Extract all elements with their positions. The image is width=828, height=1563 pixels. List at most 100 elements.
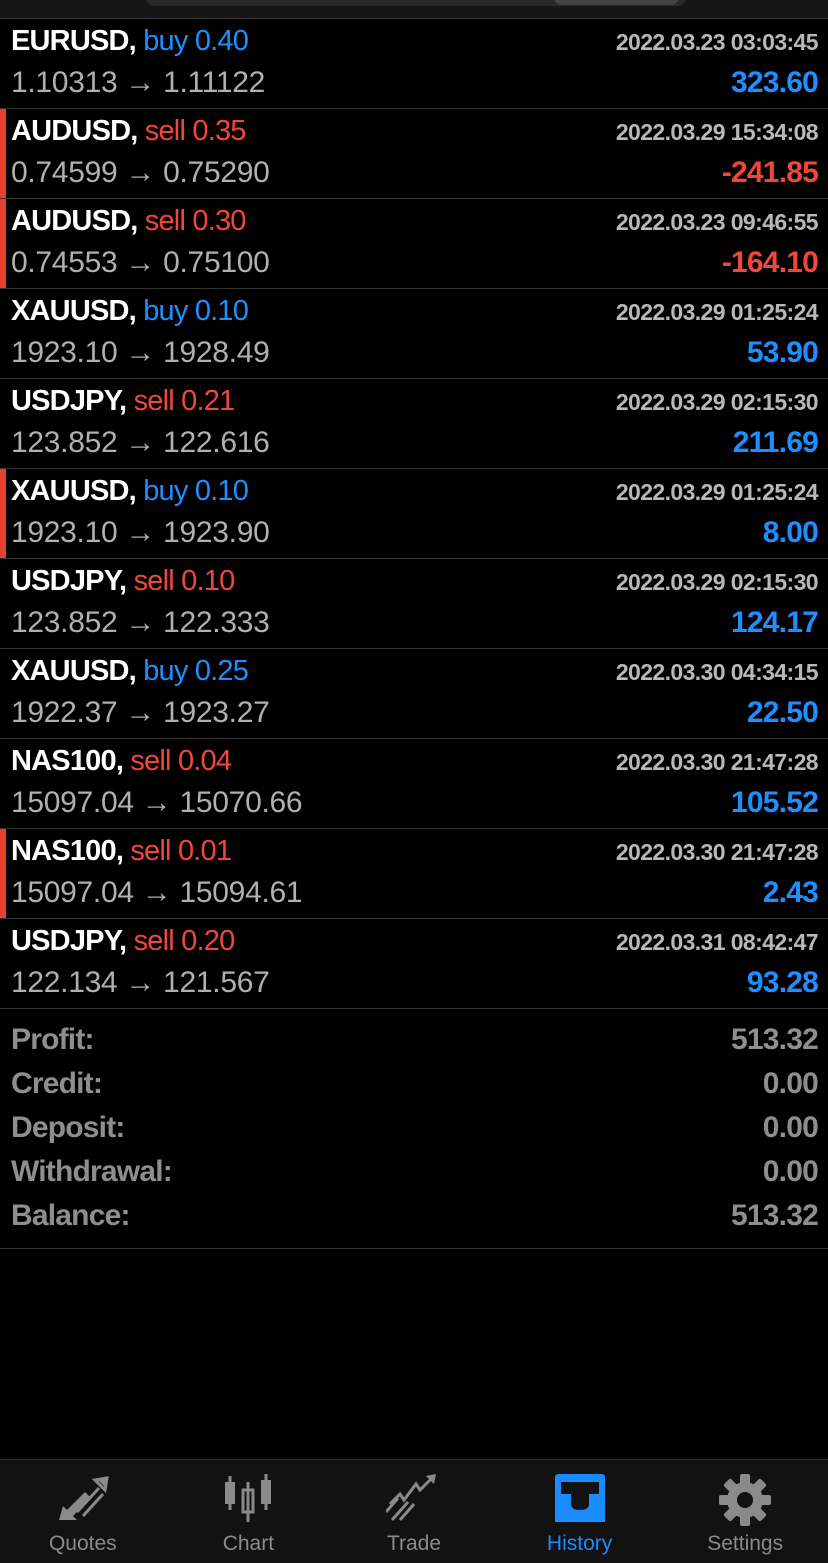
trade-prices: 15097.04 → 15094.61 [11, 876, 303, 910]
trade-time: 2022.03.29 01:25:24 [615, 299, 819, 325]
trade-prices: 15097.04 → 15070.66 [11, 786, 303, 820]
summary-label: Withdrawal: [11, 1155, 173, 1188]
trade-row[interactable]: XAUUSD, buy 0.25 2022.03.30 04:34:15 192… [0, 649, 828, 739]
tab-trade[interactable]: Trade [331, 1460, 497, 1563]
tab-label: Settings [707, 1532, 784, 1555]
arrow-icon: → [125, 696, 156, 729]
symbol: EURUSD, [11, 25, 137, 57]
trade-side: sell [133, 925, 175, 957]
symbol: NAS100, [11, 745, 124, 777]
trade-title: NAS100, sell 0.04 [11, 745, 232, 778]
trade-prices: 0.74553 → 0.75100 [11, 246, 270, 280]
trade-title: USDJPY, sell 0.20 [11, 925, 235, 958]
close-price: 0.75100 [163, 246, 270, 279]
trade-title: AUDUSD, sell 0.30 [11, 205, 246, 238]
trade-title: XAUUSD, buy 0.25 [11, 655, 249, 688]
open-price: 15097.04 [11, 876, 134, 909]
tab-chart[interactable]: Chart [166, 1460, 332, 1563]
trade-volume: 0.20 [181, 925, 235, 957]
arrow-icon: → [125, 516, 156, 549]
trade-prices: 1923.10 → 1923.90 [11, 516, 270, 550]
open-price: 1922.37 [11, 696, 118, 729]
arrow-icon: → [125, 246, 156, 279]
open-price: 123.852 [11, 606, 118, 639]
tab-history[interactable]: History [497, 1460, 663, 1563]
tab-label: Trade [386, 1532, 442, 1555]
arrow-icon: → [141, 876, 172, 909]
summary-row-deposit: Deposit: 0.00 [0, 1107, 828, 1151]
trade-row[interactable]: USDJPY, sell 0.10 2022.03.29 02:15:30 12… [0, 559, 828, 649]
trade-profit: 22.50 [746, 696, 819, 729]
arrow-icon: → [141, 786, 172, 819]
trade-row[interactable]: USDJPY, sell 0.21 2022.03.29 02:15:30 12… [0, 379, 828, 469]
arrow-icon: → [125, 156, 156, 189]
summary-row-profit: Profit: 513.32 [0, 1019, 828, 1063]
summary-value: 513.32 [731, 1199, 819, 1232]
trade-profit: 2.43 [762, 876, 819, 909]
segmented-control[interactable] [146, 0, 686, 6]
summary-value: 0.00 [762, 1067, 819, 1100]
trade-side: sell [130, 745, 171, 777]
trade-volume: 0.01 [177, 835, 232, 867]
trade-time: 2022.03.23 03:03:45 [615, 29, 819, 55]
trade-row[interactable]: AUDUSD, sell 0.30 2022.03.23 09:46:55 0.… [0, 199, 828, 289]
trade-time: 2022.03.29 01:25:24 [615, 479, 819, 505]
trade-row[interactable]: XAUUSD, buy 0.10 2022.03.29 01:25:24 192… [0, 469, 828, 559]
trade-row[interactable]: EURUSD, buy 0.40 2022.03.23 03:03:45 1.1… [0, 19, 828, 109]
trade-volume: 0.10 [181, 565, 235, 597]
trade-profit: 53.90 [746, 336, 819, 369]
trade-profit: 124.17 [731, 606, 819, 639]
trade-time: 2022.03.30 21:47:28 [615, 749, 819, 775]
trade-title: AUDUSD, sell 0.35 [11, 115, 246, 148]
trade-history-list: EURUSD, buy 0.40 2022.03.23 03:03:45 1.1… [0, 19, 828, 1009]
trade-volume: 0.10 [194, 475, 249, 507]
trade-title: EURUSD, buy 0.40 [11, 25, 249, 58]
open-price: 0.74599 [11, 156, 118, 189]
trade-row[interactable]: NAS100, sell 0.04 2022.03.30 21:47:28 15… [0, 739, 828, 829]
trade-row[interactable]: XAUUSD, buy 0.10 2022.03.29 01:25:24 192… [0, 289, 828, 379]
summary-row-withdrawal: Withdrawal: 0.00 [0, 1151, 828, 1195]
close-price: 15070.66 [179, 786, 303, 819]
symbol: AUDUSD, [11, 115, 138, 147]
trade-volume: 0.40 [194, 25, 249, 57]
summary-value: 513.32 [731, 1023, 819, 1056]
tab-settings[interactable]: Settings [662, 1460, 828, 1563]
trade-row[interactable]: NAS100, sell 0.01 2022.03.30 21:47:28 15… [0, 829, 828, 919]
close-price: 15094.61 [179, 876, 303, 909]
symbol: NAS100, [11, 835, 124, 867]
trade-time: 2022.03.31 08:42:47 [615, 929, 819, 955]
trade-title: XAUUSD, buy 0.10 [11, 475, 249, 508]
close-price: 1923.90 [163, 516, 270, 549]
tab-label: Quotes [48, 1532, 117, 1555]
trade-time: 2022.03.29 02:15:30 [615, 569, 819, 595]
trade-prices: 0.74599 → 0.75290 [11, 156, 270, 190]
segment-selected[interactable] [554, 0, 679, 5]
close-price: 122.616 [163, 426, 270, 459]
symbol: USDJPY, [11, 565, 127, 597]
trade-profit: -241.85 [721, 156, 819, 189]
close-price: 121.567 [163, 966, 270, 999]
tab-label: Chart [222, 1532, 275, 1555]
tab-quotes[interactable]: Quotes [0, 1460, 166, 1563]
arrow-icon: → [125, 66, 156, 99]
close-price: 1.11122 [163, 66, 266, 99]
open-price: 1923.10 [11, 516, 118, 549]
open-price: 0.74553 [11, 246, 118, 279]
close-price: 122.333 [163, 606, 270, 639]
trade-profit: 211.69 [732, 426, 819, 459]
close-price: 1923.27 [163, 696, 270, 729]
trade-row[interactable]: USDJPY, sell 0.20 2022.03.31 08:42:47 12… [0, 919, 828, 1009]
trade-time: 2022.03.30 21:47:28 [615, 839, 819, 865]
trade-profit: 105.52 [731, 786, 819, 819]
trade-prices: 1923.10 → 1928.49 [11, 336, 270, 370]
trade-side: buy [143, 475, 188, 507]
trade-profit: 323.60 [731, 66, 819, 99]
trade-row[interactable]: AUDUSD, sell 0.35 2022.03.29 15:34:08 0.… [0, 109, 828, 199]
top-toolbar [0, 0, 828, 19]
summary-label: Profit: [11, 1023, 95, 1056]
symbol: XAUUSD, [11, 475, 137, 507]
trade-prices: 123.852 → 122.616 [11, 426, 270, 460]
close-price: 1928.49 [163, 336, 270, 369]
trade-time: 2022.03.29 02:15:30 [615, 389, 819, 415]
trade-profit: -164.10 [721, 246, 819, 279]
